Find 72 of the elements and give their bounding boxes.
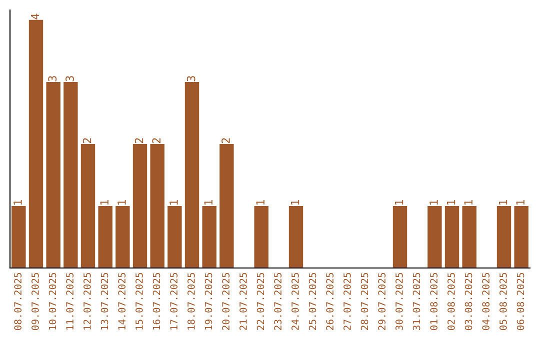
data-label: 1	[290, 200, 300, 205]
bar	[46, 82, 60, 268]
bar	[28, 20, 44, 268]
data-label: 3	[48, 76, 57, 82]
x-tick-label: 27.07.2025	[343, 272, 351, 330]
bar	[98, 206, 112, 268]
data-label: 1	[516, 200, 524, 205]
data-label: 3	[66, 76, 74, 82]
bar	[132, 144, 148, 268]
x-tick-label: 30.07.2025	[395, 272, 403, 330]
x-tick-label: 18.07.2025	[187, 272, 195, 330]
x-tick-label: 02.08.2025	[447, 272, 455, 330]
data-label: 1	[394, 200, 404, 205]
x-tick-label: 06.08.2025	[516, 272, 524, 330]
x-tick-label: 24.07.2025	[291, 272, 299, 330]
x-tick-label: 16.07.2025	[152, 272, 160, 330]
bar	[514, 206, 528, 268]
bar	[220, 144, 234, 268]
x-tick-label: 23.07.2025	[274, 272, 282, 330]
bar	[116, 206, 130, 268]
bar	[202, 206, 216, 268]
data-label: 1	[256, 200, 264, 205]
data-label: 2	[134, 138, 144, 144]
x-tick-label: 19.07.2025	[204, 272, 212, 330]
bar	[288, 206, 304, 268]
data-label: 1	[118, 200, 126, 205]
data-label: 4	[30, 14, 40, 20]
bar	[80, 144, 96, 268]
data-label: 1	[204, 200, 212, 205]
x-tick-label: 17.07.2025	[170, 272, 178, 330]
data-label: 1	[430, 200, 438, 205]
x-tick-label: 15.07.2025	[135, 272, 143, 330]
bar	[150, 144, 164, 268]
data-label: 1	[170, 200, 178, 205]
x-tick-label: 08.07.2025	[14, 272, 22, 330]
x-tick-label: 28.07.2025	[360, 272, 368, 330]
bar	[184, 82, 200, 268]
x-tick-label: 26.07.2025	[326, 272, 334, 330]
x-tick-label: 05.08.2025	[499, 272, 507, 330]
x-tick-label: 09.07.2025	[31, 272, 39, 330]
x-tick-label: 20.07.2025	[222, 272, 230, 330]
bar	[168, 206, 182, 268]
data-label: 1	[100, 200, 108, 205]
x-tick-label: 04.08.2025	[482, 272, 490, 330]
x-tick-label: 21.07.2025	[239, 272, 247, 330]
data-label: 2	[222, 138, 230, 144]
bar	[428, 206, 442, 268]
data-label: 1	[464, 200, 472, 205]
x-tick-label: 29.07.2025	[378, 272, 386, 330]
bar	[496, 206, 512, 268]
bar	[462, 206, 476, 268]
data-label: 2	[152, 138, 160, 144]
x-tick-label: 31.07.2025	[412, 272, 420, 330]
x-tick-label: 22.07.2025	[256, 272, 264, 330]
bar	[64, 82, 78, 268]
data-label: 3	[186, 76, 196, 82]
x-tick-label: 11.07.2025	[66, 272, 74, 330]
x-tick-label: 03.08.2025	[464, 272, 472, 330]
data-label: 1	[14, 200, 22, 205]
x-tick-label: 13.07.2025	[100, 272, 108, 330]
x-tick-label: 14.07.2025	[118, 272, 126, 330]
bar	[12, 206, 26, 268]
data-label: 2	[82, 138, 92, 144]
bar	[444, 206, 460, 268]
x-tick-label: 10.07.2025	[48, 272, 56, 330]
data-label: 1	[498, 200, 508, 205]
x-tick-label: 12.07.2025	[83, 272, 91, 330]
x-tick-label: 01.08.2025	[430, 272, 438, 330]
bar	[392, 206, 408, 268]
x-tick-label: 25.07.2025	[308, 272, 316, 330]
bar	[254, 206, 268, 268]
data-label: 1	[446, 200, 456, 205]
